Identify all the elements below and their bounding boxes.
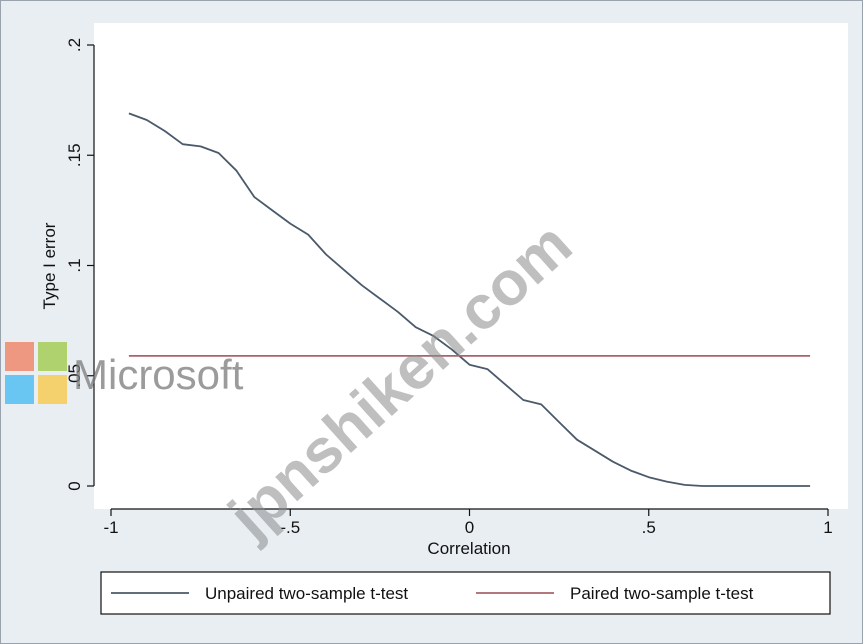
series-line-0 bbox=[128, 112, 811, 487]
legend-label-0: Unpaired two-sample t-test bbox=[205, 584, 408, 603]
y-axis: 0 .05 .1 .15 .2 bbox=[65, 38, 95, 491]
y-tick-label: .2 bbox=[65, 38, 84, 52]
legend-label-1: Paired two-sample t-test bbox=[570, 584, 754, 603]
x-tick-label: 1 bbox=[823, 518, 832, 537]
microsoft-watermark-text: Microsoft bbox=[73, 351, 244, 398]
y-tick-label: .15 bbox=[65, 143, 84, 167]
ms-logo-red bbox=[5, 342, 34, 371]
y-axis-title: Type I error bbox=[40, 222, 59, 309]
legend-box bbox=[100, 571, 831, 615]
x-axis: -1 -.5 0 .5 1 bbox=[103, 508, 833, 537]
ms-logo-blue bbox=[5, 375, 34, 404]
ms-logo-yellow bbox=[38, 375, 67, 404]
x-tick-label: -.5 bbox=[280, 518, 300, 537]
series-layer bbox=[128, 112, 811, 487]
x-axis-title: Correlation bbox=[427, 539, 510, 558]
y-tick-label: .1 bbox=[65, 258, 84, 272]
x-tick-label: -1 bbox=[103, 518, 118, 537]
y-tick-label: 0 bbox=[65, 481, 84, 490]
x-tick-label: 0 bbox=[465, 518, 474, 537]
microsoft-watermark: Microsoft bbox=[5, 342, 244, 404]
plot-area bbox=[94, 23, 848, 509]
x-tick-label: .5 bbox=[642, 518, 656, 537]
y-tick-label: .05 bbox=[65, 364, 84, 388]
ms-logo-green bbox=[38, 342, 67, 371]
legend: Unpaired two-sample t-test Paired two-sam… bbox=[100, 571, 831, 615]
